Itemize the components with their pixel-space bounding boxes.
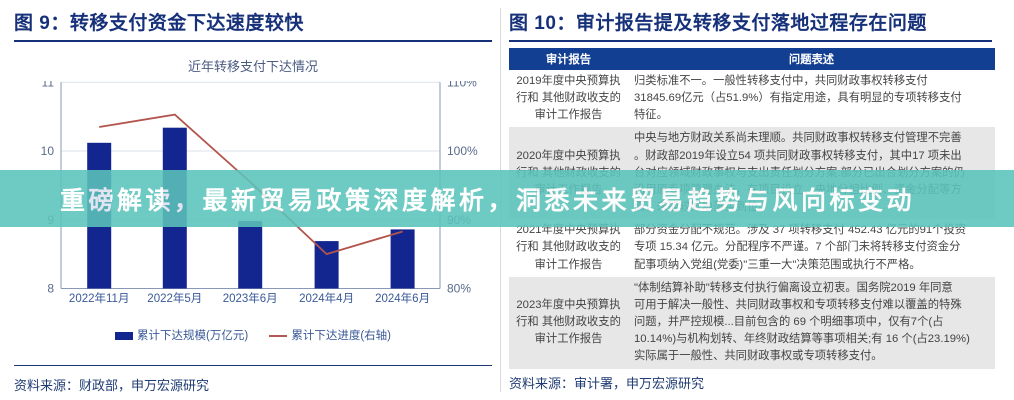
svg-text:110%: 110% <box>447 81 477 90</box>
svg-text:2023年6月: 2023年6月 <box>223 291 278 305</box>
svg-text:8: 8 <box>47 282 54 296</box>
svg-text:80%: 80% <box>447 282 471 296</box>
svg-text:10: 10 <box>41 144 55 158</box>
svg-text:2024年6月: 2024年6月 <box>375 291 430 305</box>
svg-text:2024年4月: 2024年4月 <box>299 291 354 305</box>
svg-text:2022年5月: 2022年5月 <box>147 291 202 305</box>
svg-text:11: 11 <box>42 81 55 90</box>
svg-text:100%: 100% <box>447 144 478 158</box>
svg-text:2022年11月: 2022年11月 <box>69 291 130 305</box>
